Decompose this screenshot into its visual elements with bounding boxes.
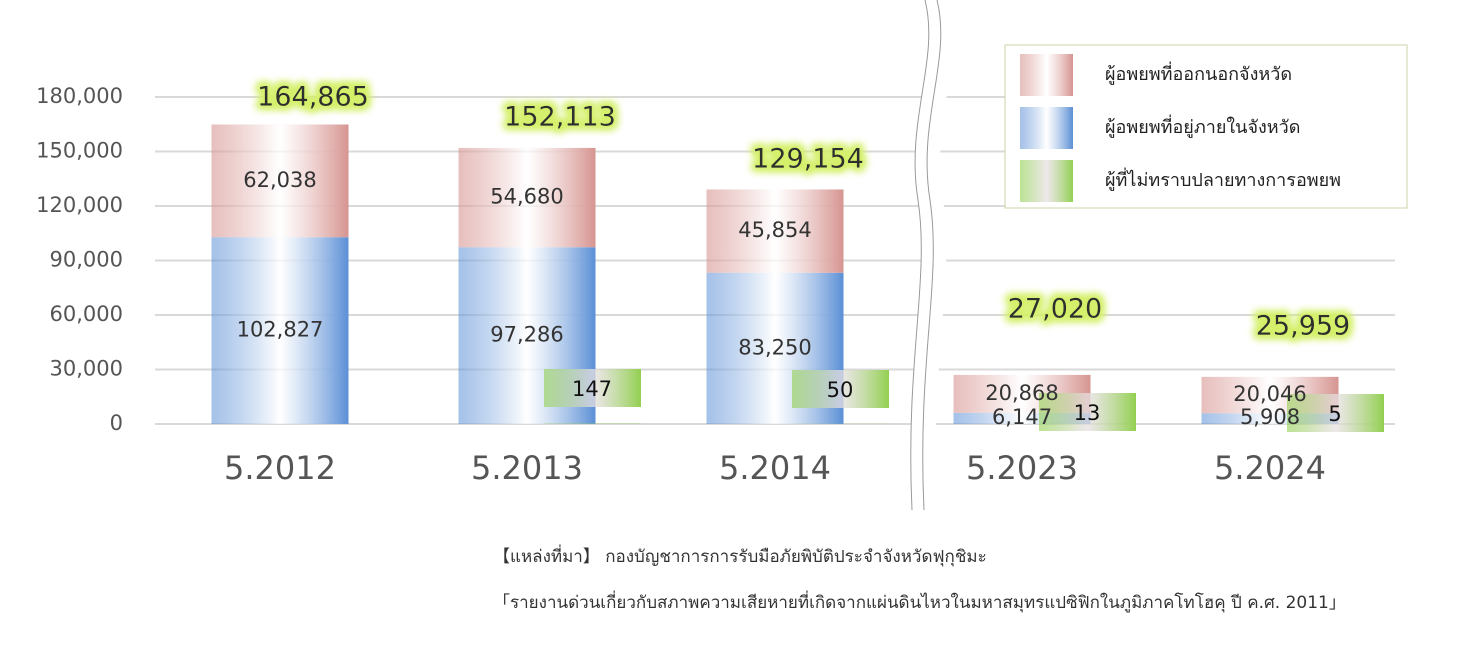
legend-swatch: [1020, 54, 1073, 96]
source-line: 「รายงานด่วนเกี่ยวกับสภาพความเสียหายที่เก…: [493, 590, 1346, 613]
total-label: 129,154: [752, 144, 864, 175]
value-label: 45,854: [738, 218, 811, 242]
y-tick-label: 120,000: [36, 193, 123, 217]
x-tick-label: 5.2023: [966, 449, 1078, 487]
y-tick-label: 180,000: [36, 84, 123, 108]
legend: ผู้อพยพที่ออกนอกจังหวัดผู้อพยพที่อยู่ภาย…: [1020, 54, 1341, 202]
total-label: 164,865: [257, 82, 369, 113]
y-tick-label: 150,000: [36, 139, 123, 163]
value-label-box: [1287, 394, 1384, 432]
value-label-box: [544, 369, 641, 407]
bar-segment: [706, 189, 844, 273]
legend-swatch: [1020, 107, 1073, 149]
total-label: 152,113: [504, 102, 616, 133]
source-line: 【แหล่งที่มา】 กองบัญชาการการรับมือภัยพิบั…: [493, 544, 987, 567]
value-label: 147: [572, 377, 612, 401]
y-tick-label: 90,000: [50, 248, 123, 272]
value-label: 13: [1074, 401, 1101, 425]
y-tick-label: 0: [110, 411, 123, 435]
value-label: 6,147: [992, 405, 1052, 429]
axis-break-line: [922, 0, 942, 511]
labels: 0 30,000 60,000 90,000 120,000 150,000 180,000…: [36, 82, 1350, 488]
value-label: 97,286: [490, 323, 563, 347]
bar-segment: [211, 237, 349, 424]
value-label: 62,038: [243, 168, 316, 192]
value-label: 20,868: [985, 381, 1058, 405]
y-tick-label: 30,000: [50, 357, 123, 381]
value-label: 20,046: [1233, 382, 1306, 406]
bars: [211, 124, 1384, 432]
legend-label: ผู้อพยพที่อยู่ภายในจังหวัด: [1105, 114, 1300, 138]
legend-label: ผู้ที่ไม่ทราบปลายทางการอพยพ: [1105, 167, 1341, 191]
y-tick-label: 60,000: [50, 302, 123, 326]
value-label: 5,908: [1240, 405, 1300, 429]
x-tick-label: 5.2014: [719, 449, 831, 487]
axis-break-line: [910, 0, 930, 511]
axis-break: [910, 0, 954, 510]
bar-segment: [1201, 413, 1339, 424]
legend-swatch: [1020, 160, 1073, 202]
value-label: 54,680: [490, 185, 563, 209]
legend-label: ผู้อพยพที่ออกนอกจังหวัด: [1105, 61, 1292, 85]
bar-segment: [953, 412, 1091, 424]
value-label: 50: [827, 378, 854, 402]
value-label-box: [792, 370, 889, 408]
total-label: 27,020: [1008, 294, 1102, 325]
x-tick-label: 5.2012: [224, 449, 336, 487]
value-label: 102,827: [237, 318, 324, 342]
bar-segment: [458, 147, 596, 248]
bar-segment: [211, 124, 349, 238]
value-label-box: [1039, 393, 1136, 431]
total-label: 25,959: [1256, 311, 1350, 342]
x-tick-label: 5.2013: [471, 449, 583, 487]
value-label: 5: [1328, 402, 1341, 426]
value-label: 83,250: [738, 335, 811, 359]
x-tick-label: 5.2024: [1214, 449, 1326, 487]
